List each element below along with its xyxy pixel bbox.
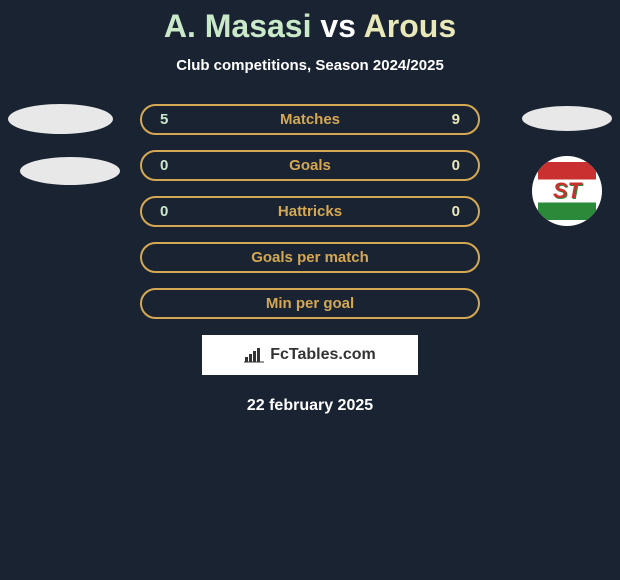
- stat-row-min-per-goal: Min per goal: [140, 288, 480, 319]
- stat-left-value: 5: [160, 111, 200, 128]
- badge-letters: ST: [553, 178, 581, 204]
- stat-label: Goals: [289, 157, 331, 174]
- player1-name: A. Masasi: [164, 8, 312, 44]
- player1-avatar-placeholder-top: [8, 104, 113, 134]
- stat-row-hattricks: 0 Hattricks 0: [140, 196, 480, 227]
- stats-area: ST 5 Matches 9 0 Goals 0 0 Hattricks 0 G…: [0, 104, 620, 319]
- stat-left-value: 0: [160, 203, 200, 220]
- stat-label: Matches: [280, 111, 340, 128]
- attribution-text: FcTables.com: [270, 346, 376, 364]
- stat-left-value: 0: [160, 157, 200, 174]
- stat-label: Hattricks: [278, 203, 342, 220]
- date-text: 22 february 2025: [0, 397, 620, 415]
- attribution-badge[interactable]: FcTables.com: [202, 335, 418, 375]
- stat-row-goals: 0 Goals 0: [140, 150, 480, 181]
- stat-label: Min per goal: [266, 295, 354, 312]
- vs-text: vs: [320, 8, 356, 44]
- subtitle: Club competitions, Season 2024/2025: [0, 57, 620, 74]
- stat-right-value: 0: [420, 203, 460, 220]
- player2-avatar-placeholder: [522, 106, 612, 131]
- stat-right-value: 9: [420, 111, 460, 128]
- stat-row-goals-per-match: Goals per match: [140, 242, 480, 273]
- player1-avatar-placeholder-bottom: [20, 157, 120, 185]
- page-title: A. Masasi vs Arous: [0, 8, 620, 45]
- player2-club-badge: ST: [532, 156, 602, 226]
- bar-chart-icon: [244, 347, 264, 363]
- stat-label: Goals per match: [251, 249, 369, 266]
- stat-row-matches: 5 Matches 9: [140, 104, 480, 135]
- comparison-card: A. Masasi vs Arous Club competitions, Se…: [0, 0, 620, 415]
- stat-right-value: 0: [420, 157, 460, 174]
- player2-name: Arous: [364, 8, 456, 44]
- badge-inner: ST: [538, 162, 596, 220]
